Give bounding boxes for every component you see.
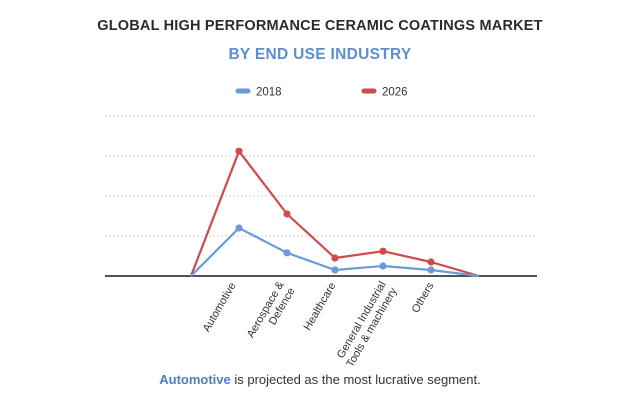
data-point: [379, 247, 387, 255]
legend-label: 2018: [256, 87, 282, 99]
x-tick-label: Healthcare: [302, 281, 339, 333]
footer-note: Automotive is projected as the most lucr…: [0, 372, 640, 387]
chart-subtitle: BY END USE INDUSTRY: [228, 46, 412, 63]
footer-text: is projected as the most lucrative segme…: [230, 372, 481, 387]
data-point: [427, 266, 435, 274]
gridlines: [105, 115, 537, 277]
data-point: [283, 249, 291, 257]
legend: 2018 2026: [235, 87, 408, 99]
footer-highlight: Automotive: [159, 372, 231, 387]
data-point: [331, 266, 339, 274]
chart-title: GLOBAL HIGH PERFORMANCE CERAMIC COATINGS…: [97, 18, 543, 34]
x-tick-label: Aerospace &Defence: [245, 279, 298, 346]
data-point: [283, 210, 291, 218]
series-lines: [189, 147, 480, 278]
x-tick-label: Automotive: [201, 281, 239, 335]
data-point: [331, 254, 339, 262]
legend-label: 2026: [382, 87, 408, 99]
x-axis-labels: Automotive Aerospace &Defence HealthcareGe…: [201, 279, 437, 370]
data-point: [235, 147, 243, 155]
data-point: [235, 224, 243, 232]
data-point: [379, 262, 387, 270]
x-tick-label: Others: [410, 280, 437, 315]
data-point: [427, 258, 435, 266]
x-tick-label: General IndustrialTools & machinery: [333, 279, 400, 370]
